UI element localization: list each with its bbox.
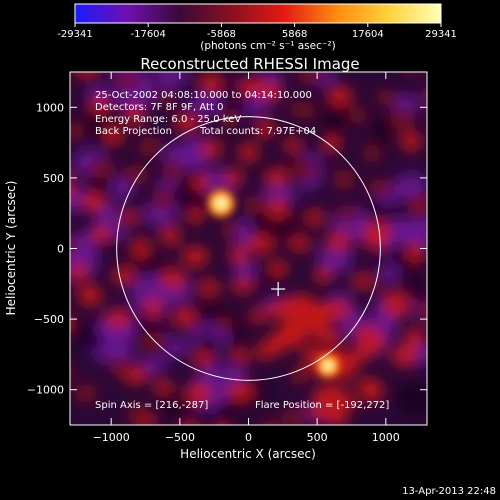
y-tick-label: 0 <box>57 243 64 256</box>
colorbar-tick-label: -5868 <box>207 29 236 40</box>
annotation-time-range: 25-Oct-2002 04:08:10.000 to 04:14:10.000 <box>95 90 312 101</box>
colorbar-tick-label: -29341 <box>57 29 92 40</box>
x-tick-label: 0 <box>245 431 252 444</box>
colorbar: -29341 -17604 -5868 5868 17604 29341 (photons… <box>57 3 457 52</box>
colorbar-ticks: -29341 -17604 -5868 5868 17604 29341 <box>57 23 457 40</box>
annotation-spin-axis: Spin Axis = [216,-287] <box>95 400 208 411</box>
x-tick-label: 500 <box>307 431 328 444</box>
y-tick-label: −500 <box>34 313 64 326</box>
spin-axis-crosshair <box>271 282 286 297</box>
x-axis: −1000 −500 0 500 1000 <box>93 72 400 444</box>
annotation-method: Back Projection <box>95 126 172 137</box>
annotation-total-counts: Total counts: 7.97E+04 <box>199 126 316 137</box>
colorbar-tick-label: 17604 <box>352 29 384 40</box>
solar-disk-limb <box>116 116 381 381</box>
plot-area: 25-Oct-2002 04:08:10.000 to 04:14:10.000… <box>70 72 427 425</box>
annotation-energy-range: Energy Range: 6.0 - 25.0 keV <box>95 114 241 125</box>
y-axis: −1000 −500 0 500 1000 <box>27 101 427 397</box>
x-axis-label: Heliocentric X (arcsec) <box>180 447 316 461</box>
y-tick-label: −1000 <box>27 384 64 397</box>
chart-title: Reconstructed RHESSI Image <box>140 55 359 73</box>
y-axis-label: Heliocentric Y (arcsec) <box>4 181 18 316</box>
annotations: 25-Oct-2002 04:08:10.000 to 04:14:10.000… <box>95 90 389 411</box>
x-tick-label: −500 <box>165 431 195 444</box>
x-tick-label: 1000 <box>372 431 400 444</box>
heatmap-image <box>70 72 427 425</box>
colorbar-tick-label: 5868 <box>282 29 307 40</box>
colorbar-tick-label: 29341 <box>425 29 457 40</box>
y-tick-label: 500 <box>43 172 64 185</box>
y-tick-label: 1000 <box>36 101 64 114</box>
annotation-detectors: Detectors: 7F 8F 9F, Att 0 <box>95 102 223 113</box>
x-tick-label: −1000 <box>93 431 130 444</box>
timestamp: 13-Apr-2013 22:48 <box>402 486 496 497</box>
colorbar-units: (photons cm⁻² s⁻¹ asec⁻²) <box>200 40 335 52</box>
annotation-flare-position: Flare Position = [-192,272] <box>255 400 389 411</box>
colorbar-tick-label: -17604 <box>130 29 165 40</box>
colorbar-gradient <box>74 3 442 24</box>
